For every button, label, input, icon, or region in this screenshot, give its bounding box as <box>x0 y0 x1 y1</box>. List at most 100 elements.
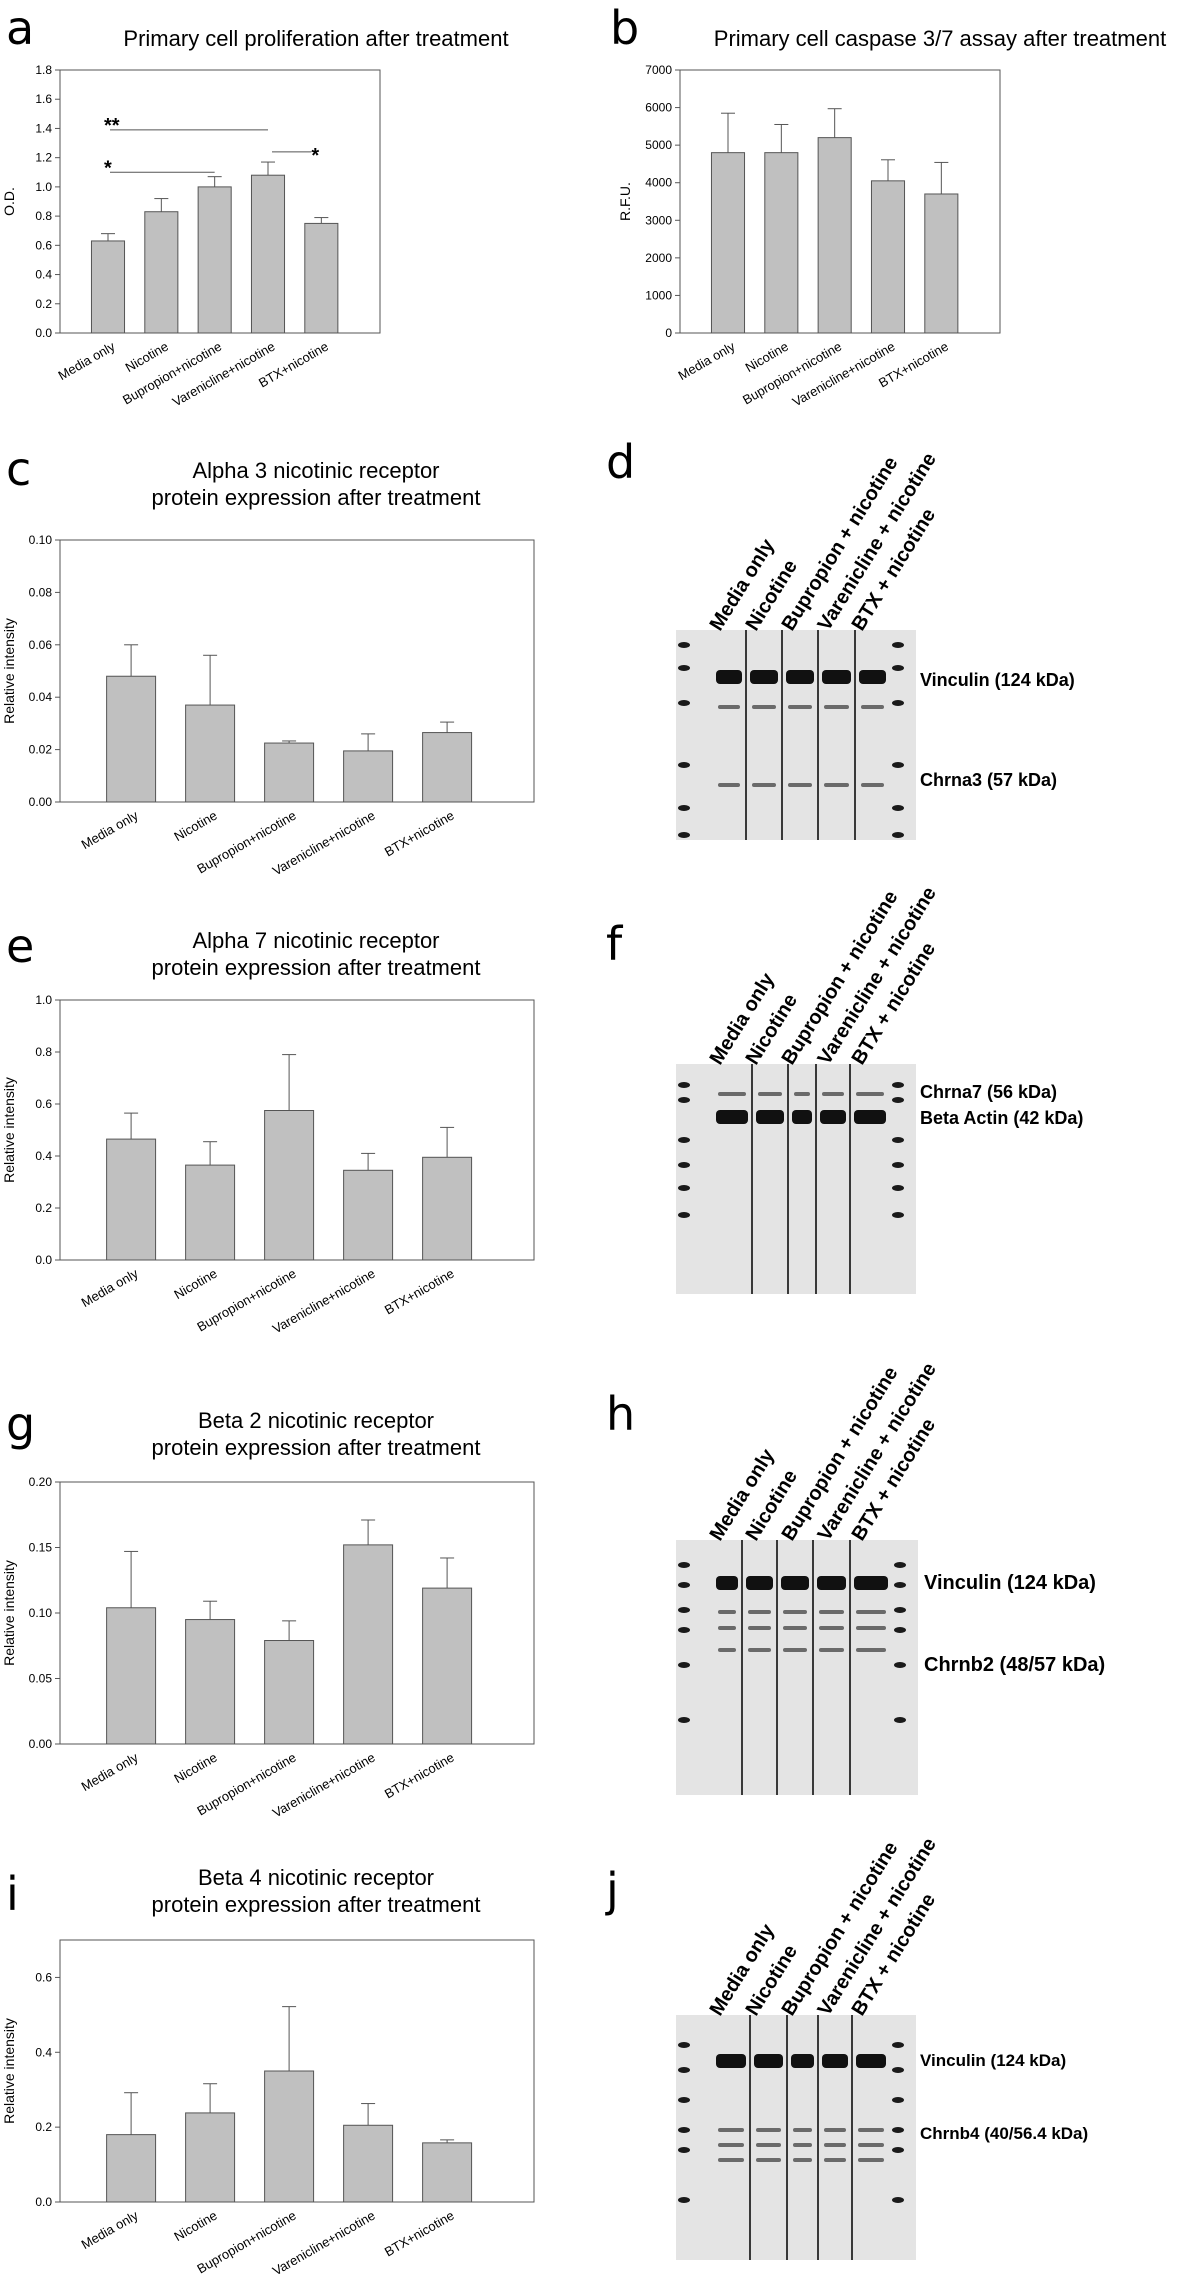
protein-band-minor <box>783 1626 807 1630</box>
ladder-band <box>892 665 904 671</box>
chart-title: Beta 2 nicotinic receptor <box>198 1408 434 1433</box>
ladder-band <box>894 1662 906 1668</box>
y-tick-label: 0.4 <box>35 268 52 282</box>
protein-band-minor <box>718 1092 746 1096</box>
chart-panel-a: a Primary cell proliferation after treatm… <box>1 1 509 409</box>
y-axis-label: Relative intensity <box>1 1077 17 1183</box>
protein-band-minor <box>824 783 849 787</box>
protein-band <box>822 2054 848 2068</box>
bar-e-1 <box>185 1164 236 1261</box>
bar-g-2 <box>264 1640 315 1745</box>
chart-title: protein expression after treatment <box>152 485 481 510</box>
y-tick-label: 0.04 <box>29 690 53 704</box>
protein-band <box>820 1110 846 1124</box>
ladder-band <box>894 1607 906 1613</box>
y-axis-label: R.F.U. <box>617 182 633 221</box>
bar-i-3 <box>343 2124 394 2203</box>
panel-label: d <box>606 435 635 489</box>
protein-band-minor <box>793 2158 812 2162</box>
ladder-band <box>678 2147 690 2153</box>
band-label: Chrna3 (57 kDa) <box>920 770 1057 790</box>
ladder-band <box>892 1082 904 1088</box>
band-label: Chrnb2 (48/57 kDa) <box>924 1654 1105 1676</box>
ladder-band <box>894 1562 906 1568</box>
bar-a-0 <box>90 240 126 334</box>
protein-band <box>786 670 814 684</box>
y-tick-label: 2000 <box>645 251 672 265</box>
ladder-band <box>678 2197 690 2203</box>
y-axis-label: Relative intensity <box>1 1560 17 1666</box>
chart-title: protein expression after treatment <box>152 955 481 980</box>
chart-panel-b: b Primary cell caspase 3/7 assay after tr… <box>610 1 1166 409</box>
y-tick-label: 1.8 <box>35 63 52 77</box>
x-tick-label: Media only <box>79 807 141 852</box>
y-tick-label: 0.20 <box>29 1475 53 1489</box>
protein-band-minor <box>718 783 740 787</box>
bar-g-0 <box>106 1607 157 1745</box>
chart-title: Alpha 3 nicotinic receptor <box>192 458 439 483</box>
y-tick-label: 0.08 <box>29 585 53 599</box>
panel-label: b <box>610 1 639 55</box>
ladder-band <box>892 2197 904 2203</box>
bar-c-0 <box>106 675 157 803</box>
protein-band <box>791 2054 814 2068</box>
protein-band <box>754 2054 783 2068</box>
panel-label: f <box>606 917 624 971</box>
bar-e-3 <box>343 1169 394 1261</box>
bar-a-4 <box>304 222 339 334</box>
bar-b-1 <box>764 152 799 334</box>
y-axis-label: O.D. <box>1 187 17 216</box>
protein-band-minor <box>824 705 849 709</box>
ladder-band <box>892 1185 904 1191</box>
panel-label: g <box>6 1397 35 1451</box>
panel-label: i <box>6 1867 19 1921</box>
y-tick-label: 3000 <box>645 213 672 227</box>
protein-band-minor <box>794 1092 810 1096</box>
bar-e-0 <box>106 1138 157 1261</box>
y-tick-label: 0.0 <box>35 2195 52 2209</box>
significance-marker: ** <box>104 115 120 137</box>
band-label: Vinculin (124 kDa) <box>920 670 1075 690</box>
ladder-band <box>678 832 690 838</box>
protein-band-minor <box>856 1610 886 1614</box>
ladder-band <box>678 642 690 648</box>
protein-band-minor <box>718 2143 744 2147</box>
ladder-band <box>892 1212 904 1218</box>
x-tick-label: Nicotine <box>171 1750 219 1786</box>
chart-title: protein expression after treatment <box>152 1435 481 1460</box>
protein-band-minor <box>748 1626 771 1630</box>
bar-c-1 <box>185 704 236 803</box>
blot-membrane <box>676 630 916 840</box>
ladder-band <box>892 762 904 768</box>
protein-band-minor <box>752 783 776 787</box>
ladder-band <box>678 2067 690 2073</box>
ladder-band <box>892 1097 904 1103</box>
protein-band-minor <box>858 2158 884 2162</box>
ladder-band <box>892 2097 904 2103</box>
x-tick-label: Nicotine <box>171 2208 219 2244</box>
y-tick-label: 0.4 <box>35 2045 52 2059</box>
bar-g-1 <box>185 1619 236 1745</box>
protein-band-minor <box>756 2143 781 2147</box>
protein-band <box>792 1110 812 1124</box>
protein-band-minor <box>861 783 884 787</box>
y-tick-label: 0.4 <box>35 1149 52 1163</box>
protein-band-minor <box>858 2128 884 2132</box>
protein-band <box>716 2054 746 2068</box>
y-axis-label: Relative intensity <box>1 2018 17 2124</box>
protein-band-minor <box>788 705 812 709</box>
bar-i-2 <box>264 2070 315 2203</box>
y-tick-label: 0.2 <box>35 1201 52 1215</box>
chart-title: Beta 4 nicotinic receptor <box>198 1865 434 1890</box>
band-label: Vinculin (124 kDa) <box>924 1572 1096 1594</box>
y-tick-label: 0.6 <box>35 238 52 252</box>
protein-band-minor <box>819 1610 844 1614</box>
blot-membrane <box>676 2015 916 2260</box>
ladder-band <box>678 1212 690 1218</box>
ladder-band <box>892 1162 904 1168</box>
y-tick-label: 0.8 <box>35 1045 52 1059</box>
y-tick-label: 0.6 <box>35 1097 52 1111</box>
y-tick-label: 0.2 <box>35 2120 52 2134</box>
